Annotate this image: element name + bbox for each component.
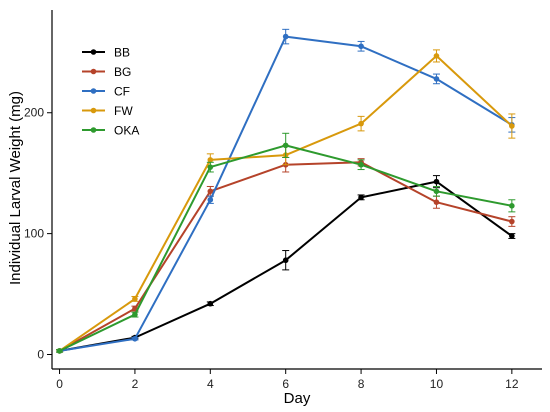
x-axis-title: Day — [284, 390, 311, 407]
data-point — [132, 311, 138, 318]
y-tick-label: 0 — [37, 347, 44, 361]
data-point — [207, 164, 214, 170]
legend-label: OKA — [114, 124, 139, 138]
series-oka — [56, 132, 516, 354]
data-point — [433, 76, 440, 82]
legend-marker — [90, 49, 97, 55]
data-point — [207, 188, 214, 195]
series-line-oka — [59, 144, 512, 352]
data-point — [207, 300, 214, 307]
legend-item-bb: BB — [82, 46, 130, 60]
data-point — [132, 296, 138, 302]
data-point — [433, 199, 440, 205]
x-tick-label: 4 — [207, 377, 214, 391]
data-point — [358, 194, 364, 201]
legend-marker — [90, 127, 97, 133]
x-tick-label: 10 — [430, 377, 444, 391]
legend: BB BG CF FW OKA — [82, 46, 139, 138]
x-tick-label: 6 — [282, 377, 289, 391]
data-point — [433, 188, 440, 195]
data-point — [358, 43, 364, 50]
x-tick-label: 12 — [505, 377, 519, 391]
legend-marker — [90, 107, 97, 114]
legend-item-bg: BG — [82, 65, 131, 79]
data-point — [433, 178, 440, 185]
data-point — [282, 142, 289, 149]
data-point — [207, 157, 214, 163]
legend-item-cf: CF — [82, 85, 130, 99]
x-tick-label: 2 — [132, 377, 139, 391]
data-point — [207, 196, 214, 203]
x-tick-label: 0 — [56, 377, 63, 391]
legend-label: BB — [114, 46, 130, 60]
data-point — [282, 33, 289, 40]
x-tick-label: 8 — [358, 377, 365, 391]
legend-item-fw: FW — [82, 104, 133, 118]
data-point — [509, 218, 515, 225]
data-point — [509, 123, 515, 129]
legend-label: FW — [114, 104, 133, 118]
data-point — [433, 53, 440, 59]
series-layer — [56, 28, 516, 354]
data-point — [358, 120, 364, 127]
y-tick-label: 200 — [24, 106, 44, 120]
legend-label: CF — [114, 85, 130, 99]
data-point — [56, 348, 63, 354]
legend-marker — [90, 88, 97, 94]
axes — [51, 10, 542, 370]
data-point — [358, 161, 364, 168]
ticks: 0 2 4 6 8 10 12 0 100 200 — [24, 106, 519, 391]
data-point — [132, 335, 138, 342]
series-bb — [56, 175, 516, 354]
data-point — [509, 203, 515, 209]
data-point — [509, 233, 515, 239]
legend-marker — [90, 68, 97, 75]
legend-label: BG — [114, 65, 131, 79]
legend-item-oka: OKA — [82, 124, 139, 138]
y-tick-label: 100 — [24, 227, 44, 241]
y-axis-title: Individual Larval Weight (mg) — [7, 91, 24, 285]
data-point — [282, 257, 289, 264]
